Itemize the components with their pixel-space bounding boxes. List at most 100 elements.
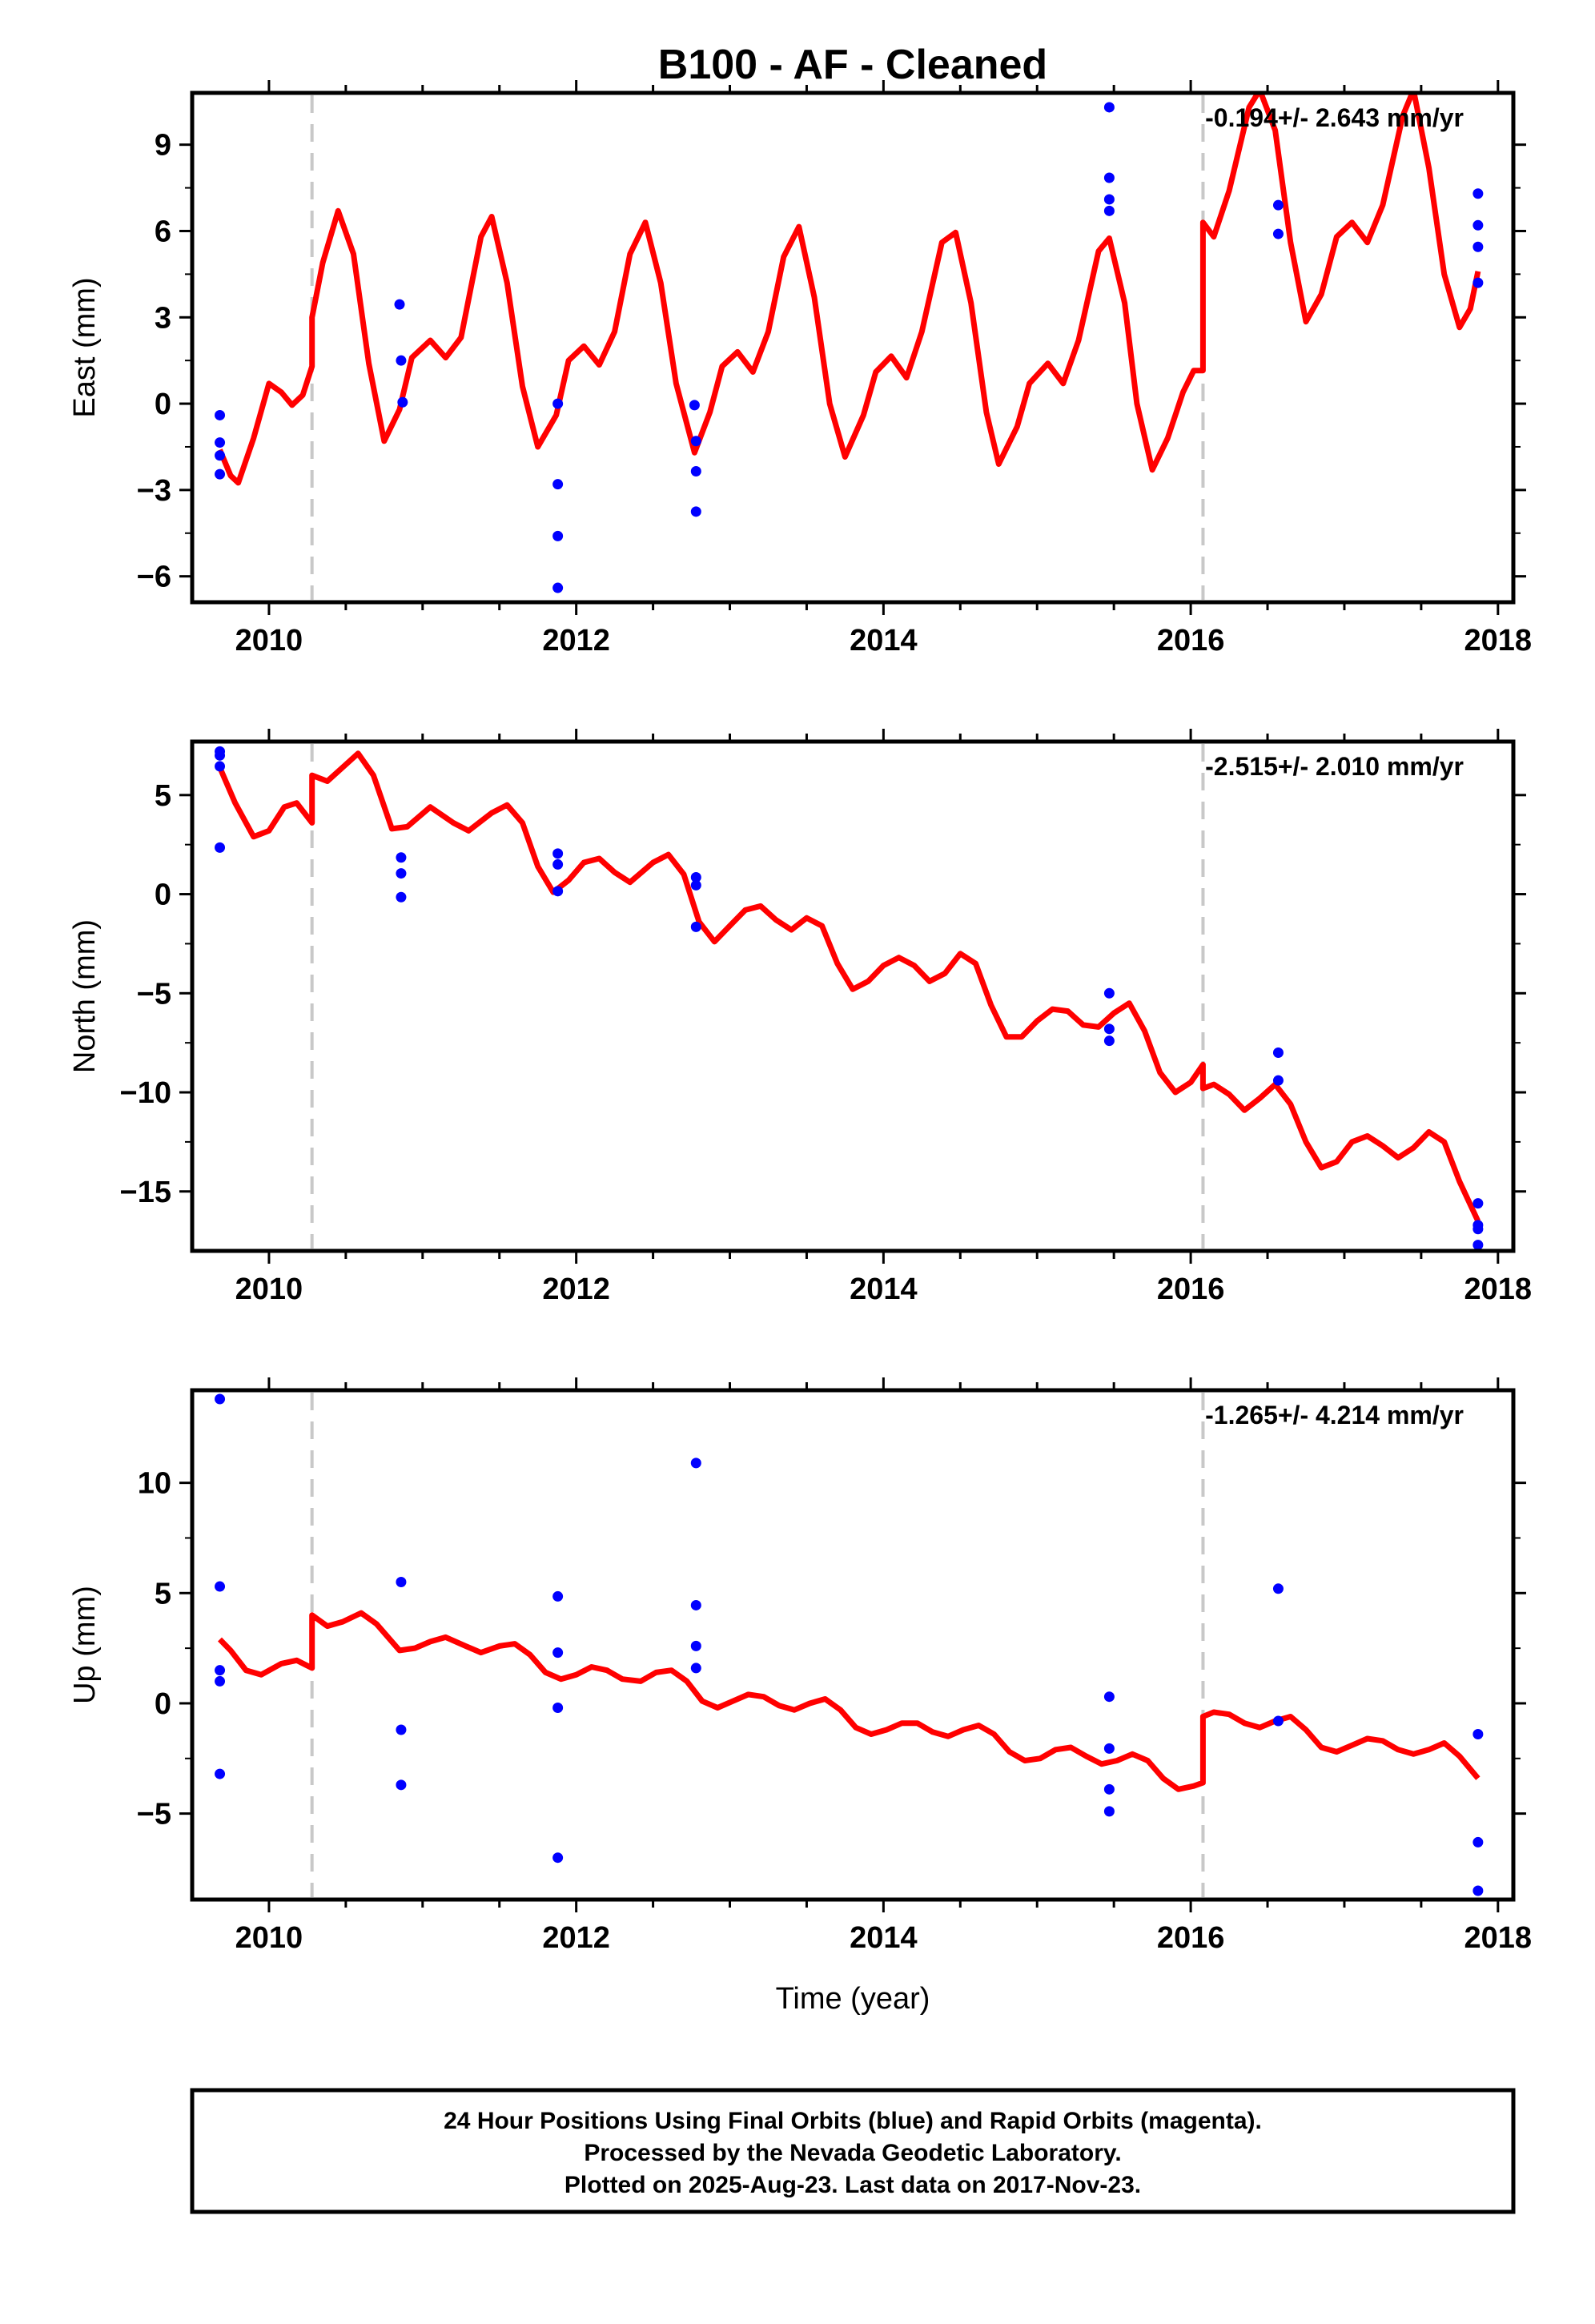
up-xtick-label: 2012 — [542, 1921, 610, 1955]
up-data-point — [215, 1768, 226, 1779]
north-data-point — [215, 761, 226, 772]
up-data-point — [552, 1852, 564, 1864]
east-ylabel: East (mm) — [68, 277, 102, 417]
east-data-point — [215, 437, 226, 448]
east-data-point — [1472, 277, 1484, 288]
up-data-point — [215, 1581, 226, 1592]
east-data-point — [1103, 194, 1115, 205]
up-ytick-label: −5 — [137, 1798, 171, 1831]
north-xtick-label: 2014 — [850, 1273, 918, 1306]
east-data-point — [215, 450, 226, 461]
up-ytick-label: 10 — [138, 1467, 171, 1501]
east-xtick-label: 2012 — [542, 624, 610, 657]
footer-line-3: Plotted on 2025-Aug-23. Last data on 201… — [564, 2172, 1141, 2198]
east-data-point — [552, 530, 564, 541]
north-ylabel: North (mm) — [68, 919, 102, 1073]
up-data-point — [690, 1599, 701, 1610]
east-data-point — [552, 398, 564, 409]
east-data-point — [690, 506, 701, 517]
up-data-point — [396, 1724, 407, 1735]
up-data-point — [552, 1702, 564, 1713]
north-ytick-label: 5 — [155, 779, 171, 813]
east-data-point — [1272, 228, 1284, 239]
north-data-point — [1103, 1023, 1115, 1035]
up-data-point — [215, 1393, 226, 1405]
north-xtick-label: 2016 — [1157, 1273, 1225, 1306]
up-ytick-label: 0 — [155, 1687, 171, 1721]
up-xtick-label: 2016 — [1157, 1921, 1225, 1955]
footer-line-2: Processed by the Nevada Geodetic Laborat… — [584, 2140, 1121, 2166]
up-data-point — [1103, 1743, 1115, 1754]
up-data-point — [552, 1647, 564, 1659]
east-data-point — [1272, 199, 1284, 211]
up-data-point — [690, 1458, 701, 1469]
north-data-point — [690, 921, 701, 932]
east-ytick-label: 3 — [155, 301, 171, 335]
north-data-point — [215, 842, 226, 853]
panel-east-frame — [190, 90, 1516, 605]
north-ytick-label: −15 — [120, 1176, 171, 1209]
up-data-point — [215, 1675, 226, 1687]
up-data-point — [1272, 1715, 1284, 1727]
east-ytick-label: 6 — [155, 215, 171, 248]
north-data-point — [1103, 987, 1115, 999]
north-data-point — [552, 858, 564, 870]
east-data-point — [690, 466, 701, 477]
east-rate-label: -0.194+/- 2.643 mm/yr — [1205, 103, 1464, 132]
east-data-point — [552, 479, 564, 490]
up-data-point — [1472, 1836, 1484, 1848]
panel-up: Up (mm) 2010 2012 2014 2016 2018 10 5 0 −5 -1.265… — [68, 1377, 1532, 1955]
up-ylabel: Up (mm) — [68, 1586, 102, 1704]
north-data-point — [396, 891, 407, 903]
up-xtick-label: 2010 — [235, 1921, 303, 1955]
east-ytick-label: 9 — [155, 129, 171, 163]
east-xtick-label: 2014 — [850, 624, 918, 657]
up-data-point — [690, 1640, 701, 1651]
north-xtick-label: 2010 — [235, 1273, 303, 1306]
north-ytick-label: −10 — [120, 1076, 171, 1110]
north-data-point — [690, 879, 701, 891]
footer-line-1: 24 Hour Positions Using Final Orbits (bl… — [444, 2108, 1262, 2134]
north-xtick-label: 2012 — [542, 1273, 610, 1306]
panel-up-frame — [190, 1388, 1516, 1902]
up-data-point — [1103, 1691, 1115, 1703]
north-data-point — [552, 886, 564, 897]
up-xtick-label: 2018 — [1464, 1921, 1533, 1955]
figure-title: B100 - AF - Cleaned — [658, 42, 1047, 88]
panel-north-frame — [190, 739, 1516, 1253]
east-data-point — [394, 299, 405, 310]
east-data-point — [1472, 219, 1484, 231]
panel-north: North (mm) 2010 2012 2014 2016 2018 5 0 −5 −10 −1… — [68, 729, 1532, 1306]
east-data-point — [215, 409, 226, 420]
north-data-point — [1472, 1224, 1484, 1235]
east-xtick-label: 2018 — [1464, 624, 1533, 657]
north-ytick-label: −5 — [137, 977, 171, 1011]
east-data-point — [552, 582, 564, 593]
east-model-curve — [217, 93, 1481, 486]
north-data-point — [1472, 1198, 1484, 1209]
north-data-point — [1472, 1240, 1484, 1251]
north-data-point — [396, 868, 407, 879]
north-model-curve — [217, 750, 1481, 1223]
up-data-point — [1272, 1583, 1284, 1594]
east-data-point — [690, 436, 701, 447]
east-data-point — [1103, 205, 1115, 216]
east-data-point — [1103, 102, 1115, 113]
x-axis-label: Time (year) — [776, 1982, 930, 2016]
north-ytick-label: 0 — [155, 879, 171, 912]
east-data-point — [689, 400, 700, 411]
up-data-point — [1472, 1885, 1484, 1896]
up-data-point — [1103, 1806, 1115, 1817]
east-data-point — [396, 355, 407, 366]
east-ytick-label: −3 — [137, 474, 171, 508]
east-data-point — [1103, 172, 1115, 183]
east-data-point — [1472, 188, 1484, 199]
east-data-point — [215, 468, 226, 480]
up-rate-label: -1.265+/- 4.214 mm/yr — [1205, 1401, 1464, 1429]
up-data-point — [396, 1779, 407, 1791]
footer-frame — [190, 2088, 1516, 2214]
east-xtick-label: 2010 — [235, 624, 303, 657]
up-model-curve — [217, 1610, 1480, 1792]
north-data-point — [1272, 1075, 1284, 1086]
